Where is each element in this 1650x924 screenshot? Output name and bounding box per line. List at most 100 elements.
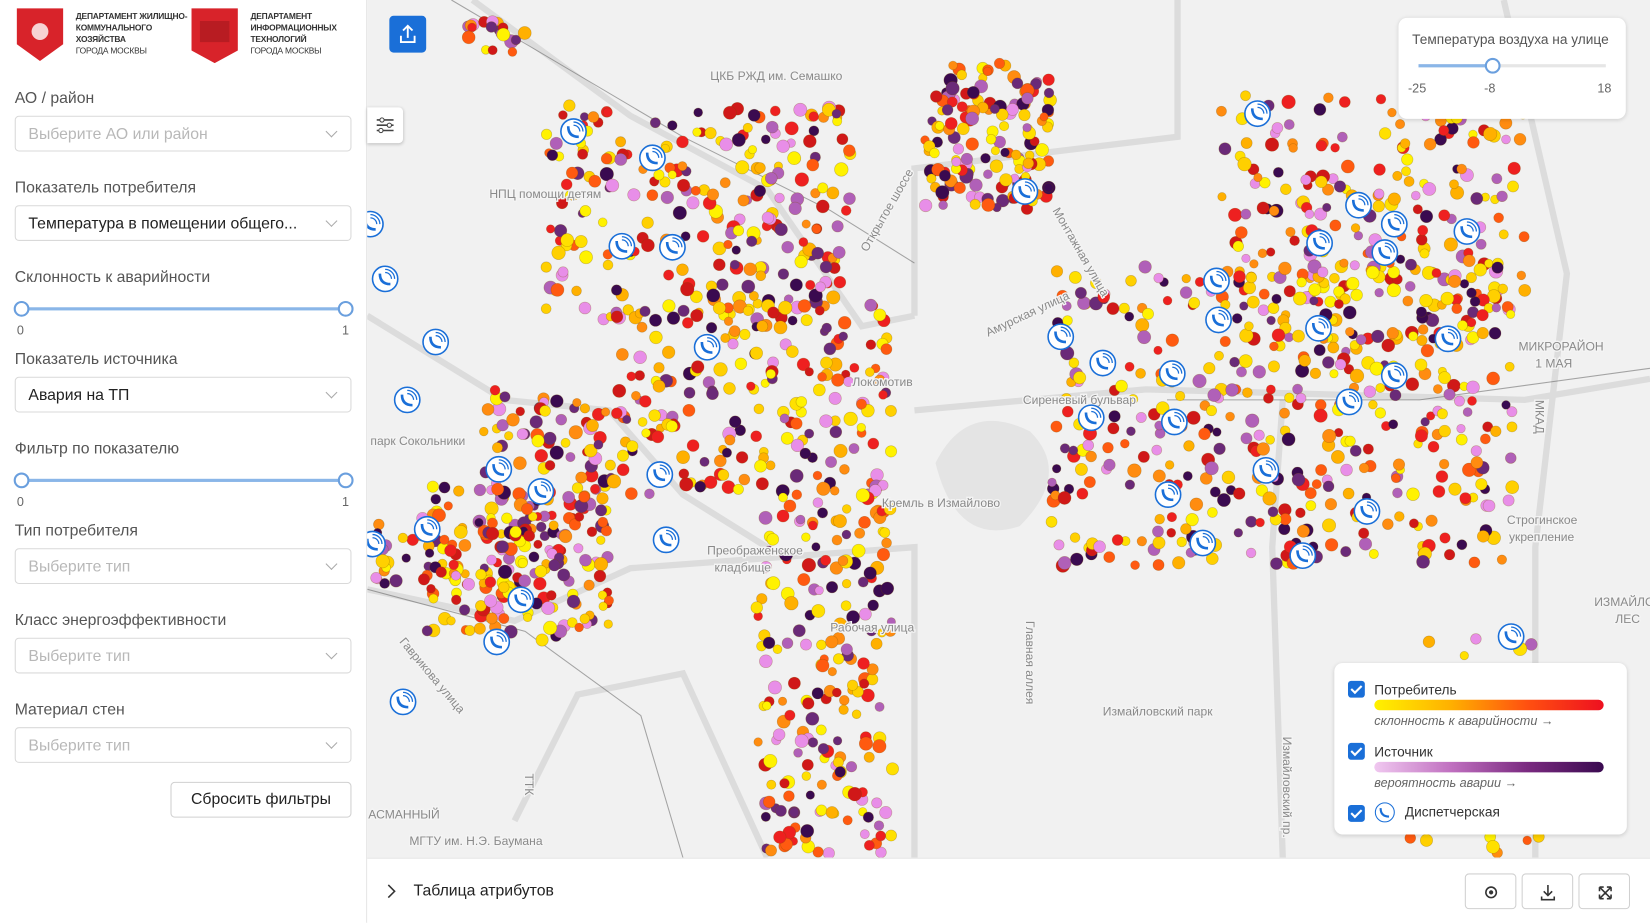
map-point <box>886 762 899 776</box>
map-point <box>1218 142 1232 156</box>
map-point <box>1502 494 1515 507</box>
map-point <box>1392 487 1403 499</box>
slider-handle[interactable] <box>13 300 30 317</box>
label: Фильтр по показателю <box>14 439 180 458</box>
map-label: ТТК <box>522 773 536 795</box>
map-point <box>1213 442 1226 455</box>
map-point <box>597 516 609 528</box>
map-point <box>1459 492 1472 505</box>
dispatcher-marker <box>1289 542 1317 570</box>
map-point <box>841 529 852 540</box>
legend-label: Диспетчерская <box>1404 803 1500 820</box>
map-point <box>1386 282 1401 298</box>
map-point <box>639 305 651 317</box>
map-point <box>626 371 637 382</box>
marker-bg <box>393 386 421 414</box>
slider-handle[interactable] <box>337 300 354 317</box>
map-point <box>1118 302 1130 314</box>
map-point <box>864 298 878 312</box>
map-point <box>1292 291 1307 306</box>
map-point <box>1300 174 1312 186</box>
map-point <box>1130 560 1140 570</box>
map-point <box>1199 472 1213 485</box>
map-point <box>812 470 823 481</box>
marker-bg <box>371 265 399 293</box>
map-point <box>1304 209 1315 219</box>
map-point <box>870 637 883 650</box>
map-point <box>863 566 877 580</box>
filter-toggle[interactable] <box>367 107 404 144</box>
map-point <box>1468 556 1481 569</box>
map-point <box>1410 190 1421 201</box>
select[interactable]: Выберите тип <box>14 548 352 585</box>
marker-waves <box>672 237 683 248</box>
map-point <box>828 391 842 405</box>
map[interactable]: ЦКБ РЖД им. Семашко НПЦ помощи детям Локом… <box>367 0 1650 858</box>
map-point <box>1111 534 1124 546</box>
map-point <box>1074 286 1087 299</box>
select[interactable]: Выберите тип <box>14 727 352 763</box>
map-point <box>1358 527 1370 539</box>
select[interactable]: Температура в помещении общего... <box>14 205 352 241</box>
slider-handle[interactable] <box>1485 57 1501 74</box>
dispatcher-marker <box>507 586 535 614</box>
fullscreen-button[interactable] <box>1578 873 1631 910</box>
select[interactable]: Выберите АО или район <box>14 115 352 152</box>
map-point <box>1324 498 1338 511</box>
select[interactable]: Авария на ТП <box>14 376 352 413</box>
map-point <box>846 679 859 691</box>
map-point <box>831 687 842 698</box>
settings-button[interactable] <box>1464 873 1517 910</box>
checkbox[interactable] <box>1347 742 1365 760</box>
map-point <box>755 270 767 282</box>
map-point <box>1106 302 1120 315</box>
map-point <box>1304 487 1317 500</box>
map-point <box>704 475 718 489</box>
map-point <box>1006 103 1019 116</box>
map-point <box>1443 237 1458 252</box>
map-point <box>1362 443 1374 455</box>
reset-button[interactable]: Сбросить фильтры <box>170 781 352 818</box>
expand-icon[interactable] <box>385 884 398 899</box>
marker-bg <box>1380 362 1408 390</box>
map-point <box>811 542 821 552</box>
map-point <box>1073 371 1087 385</box>
map-point <box>760 134 771 145</box>
map-point <box>750 601 763 614</box>
map-point <box>1405 377 1420 391</box>
map-point <box>548 520 559 531</box>
select[interactable]: Выберите тип <box>14 637 352 674</box>
map-point <box>766 576 781 591</box>
table-title[interactable]: Таблица атрибутов <box>413 881 554 900</box>
map-point <box>811 604 826 618</box>
dispatcher-marker <box>1160 408 1188 436</box>
map-point <box>756 593 768 605</box>
checkbox[interactable] <box>1347 805 1365 822</box>
map-point <box>1476 326 1489 340</box>
upload-button[interactable] <box>389 15 427 53</box>
checkbox[interactable] <box>1347 680 1365 698</box>
map-point <box>1345 327 1355 337</box>
map-point <box>496 27 511 42</box>
map-point <box>507 47 518 57</box>
map-point <box>948 60 958 71</box>
map-point <box>829 561 844 575</box>
map-point <box>1296 524 1310 538</box>
download-button[interactable] <box>1521 873 1574 910</box>
map-point <box>1476 530 1490 543</box>
map-point <box>732 483 744 495</box>
map-point <box>1295 392 1307 404</box>
slider-handle[interactable] <box>13 472 30 489</box>
marker-bg <box>1189 529 1217 557</box>
map-point <box>676 450 690 465</box>
marker-icon <box>1504 631 1517 644</box>
legend: Потребитель склонность к аварийности → И… <box>1334 662 1627 835</box>
map-point <box>1165 333 1179 347</box>
marker-waves <box>435 331 446 343</box>
map-point <box>783 499 797 513</box>
slider-handle[interactable] <box>337 472 354 489</box>
marker-waves <box>1348 391 1360 403</box>
map-point <box>926 173 937 184</box>
map-point <box>1333 285 1345 298</box>
map-point <box>679 477 694 492</box>
